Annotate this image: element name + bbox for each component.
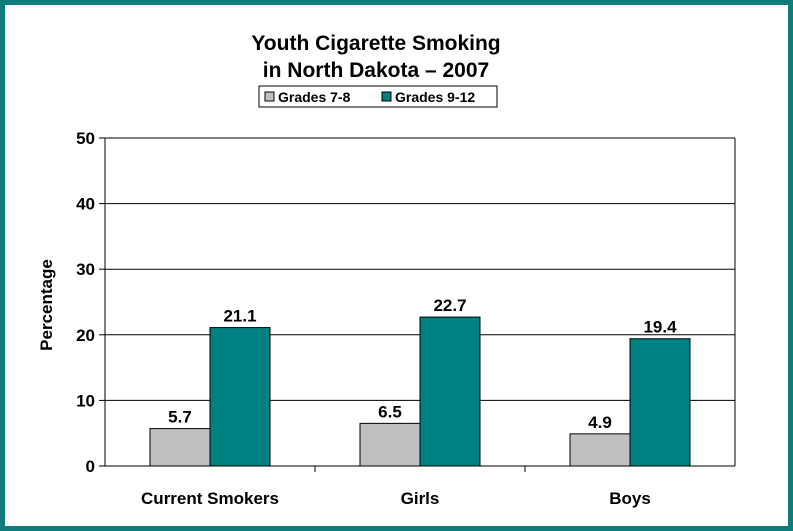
data-label-girls-grades-9-12: 22.7 [433,296,466,315]
y-tick-label-20: 20 [76,326,95,345]
legend-swatch-grades-7-8 [264,91,275,102]
legend-label-grades-9-12: Grades 9-12 [395,89,475,105]
y-axis-ticks: 0 10 20 30 40 50 [76,129,105,476]
bar-girls-grades-9-12 [419,316,481,467]
category-label-current-smokers: Current Smokers [141,489,279,508]
legend-box [258,85,498,108]
legend-label-grades-7-8: Grades 7-8 [278,89,351,105]
chart-title-line-1: Youth Cigarette Smoking [251,32,500,55]
x-axis-categories: Current Smokers Girls Boys [141,466,651,508]
data-label-current-smokers-grades-9-12: 21.1 [223,307,256,326]
data-label-boys-grades-7-8: 4.9 [588,413,612,432]
bars [149,316,691,467]
bar-current-smokers-grades-9-12 [209,327,271,467]
bar-girls-grades-7-8 [359,422,421,467]
legend-swatch-grades-9-12 [381,91,392,102]
chart-title-line-2: in North Dakota – 2007 [263,59,489,82]
axes [104,137,736,467]
bar-chart: Youth Cigarette Smoking in North Dakota … [37,32,736,508]
bar-current-smokers-grades-7-8 [149,428,211,467]
data-label-current-smokers-grades-7-8: 5.7 [168,408,192,427]
bar-boys-grades-9-12 [629,338,691,467]
y-tick-label-40: 40 [76,195,95,214]
y-axis-label: Percentage [37,259,56,351]
y-tick-label-50: 50 [76,129,95,148]
y-tick-label-0: 0 [86,457,95,476]
legend: Grades 7-8 Grades 9-12 [258,85,498,108]
category-label-girls: Girls [401,489,440,508]
category-label-boys: Boys [609,489,651,508]
y-tick-label-30: 30 [76,260,95,279]
data-labels: 5.7 21.1 6.5 22.7 4.9 19.4 [168,296,677,432]
data-label-boys-grades-9-12: 19.4 [643,318,677,337]
y-tick-label-10: 10 [76,391,95,410]
bar-boys-grades-7-8 [569,433,631,467]
data-label-girls-grades-7-8: 6.5 [378,402,402,421]
